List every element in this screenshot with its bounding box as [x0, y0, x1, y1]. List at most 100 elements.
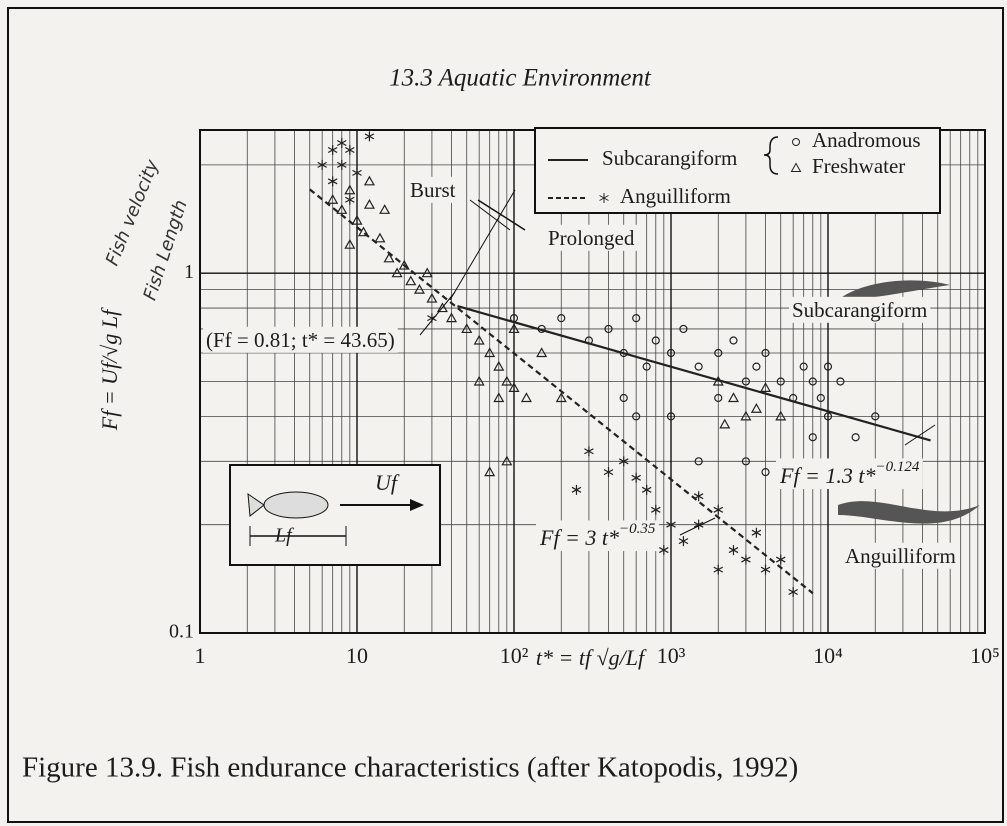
freshwater-point [555, 392, 567, 403]
inset-length-label: Lf [274, 525, 294, 547]
anadromous-point [808, 377, 817, 386]
legend-brace [763, 136, 779, 175]
fish-tail [247, 492, 265, 517]
anguilliform-formula-base: Ff = 3 t* [539, 525, 619, 550]
anguilliform-point [584, 446, 594, 457]
leader-line [477, 199, 526, 231]
arrow-head [410, 499, 424, 511]
leader-line [469, 199, 511, 231]
legend-label: Anguilliform [620, 184, 731, 208]
anguilliform-point [327, 176, 338, 187]
burst-label: Burst [410, 178, 456, 202]
freshwater-point [508, 323, 520, 334]
anguilliform-formula-exponent: −0.35 [619, 521, 656, 537]
anadromous-point [694, 457, 703, 466]
anguilliform-formula-bg [536, 520, 659, 552]
leader-line [679, 517, 716, 536]
anguilliform-point [713, 564, 724, 575]
leader-line [904, 424, 936, 446]
freshwater-point [536, 347, 548, 358]
legend-label: Freshwater [812, 154, 905, 178]
anadromous-point [823, 362, 833, 371]
freshwater-point [436, 302, 448, 313]
freshwater-point [421, 267, 433, 278]
x-tick-label: 1 [195, 643, 206, 668]
freshwater-point [727, 392, 740, 403]
anadromous-point [741, 377, 751, 386]
freshwater-point [383, 252, 395, 263]
freshwater-point [379, 204, 391, 214]
inset-box [229, 464, 441, 566]
anguilliform-point [760, 564, 771, 575]
anadromous-point [816, 393, 825, 403]
subcarangiform-label-bg [789, 296, 931, 323]
inset-velocity-label: Uf [375, 470, 400, 495]
freshwater-point [775, 410, 787, 421]
anguilliform-point [693, 519, 704, 530]
anadromous-point [619, 393, 628, 403]
anadromous-point [679, 324, 688, 334]
freshwater-point [473, 334, 485, 345]
anadromous-point [741, 457, 751, 466]
anguilliform-point [678, 536, 689, 547]
freshwater-point [712, 375, 724, 386]
legend-label: Anadromous [812, 128, 921, 152]
anguilliform-label-bg [842, 542, 959, 569]
anadromous-point [808, 433, 817, 442]
freshwater-point [473, 375, 485, 386]
x-tick-label: 10 [346, 643, 368, 668]
burst-label-bg [407, 176, 459, 203]
fit-line [457, 305, 931, 442]
anguilliform-point [741, 554, 751, 565]
anadromous-point [604, 324, 613, 334]
anguilliform-point [336, 138, 347, 149]
anadromous-point [666, 412, 676, 421]
freshwater-point [327, 194, 339, 204]
subcarangiform-formula: Ff = 1.3 t*−0.124 [779, 459, 920, 488]
subcarangiform-label: Subcarangiform [792, 298, 927, 322]
anadromous-point [729, 336, 738, 345]
freshwater-point [501, 455, 513, 466]
plot-marks [309, 131, 931, 598]
anadromous-point [509, 314, 519, 323]
freshwater-point [363, 175, 375, 186]
freshwater-point [344, 184, 356, 195]
page-border [7, 7, 1004, 823]
anguilliform-point [666, 519, 676, 530]
subcarangiform-formula-bg [776, 458, 923, 490]
anadromous-point [642, 362, 651, 371]
freshwater-point [493, 360, 505, 371]
anguilliform-point [751, 527, 762, 538]
anguilliform-formula: Ff = 3 t*−0.35 [539, 521, 656, 550]
freshwater-point [759, 382, 772, 392]
x-tick-label: 10⁴ [813, 643, 843, 668]
anguilliform-point [618, 456, 629, 467]
x-tick-label: 10³ [657, 643, 686, 668]
anadromous-point [666, 348, 676, 358]
page-header: 13.3 Aquatic Environment [389, 65, 652, 92]
anguilliform-point [336, 159, 347, 170]
freshwater-point [501, 375, 513, 386]
freshwater-point [484, 347, 496, 358]
anguilliform-point [603, 467, 614, 478]
legend-triangle [790, 162, 802, 172]
anguilliform-point [713, 504, 724, 515]
anadromous-point [851, 433, 860, 442]
freshwater-point [520, 392, 532, 403]
leader-line [419, 291, 456, 336]
anadromous-point [557, 314, 566, 323]
subcarangiform-formula-exponent: −0.124 [876, 459, 920, 475]
freshwater-point [413, 283, 426, 294]
anguilliform-point [345, 144, 355, 155]
freshwater-point [719, 418, 731, 429]
anguilliform-point [327, 144, 338, 155]
y-tick-label: 1 [184, 261, 194, 283]
freshwater-point [374, 232, 386, 243]
leader-line [449, 189, 516, 301]
anadromous-point [694, 362, 703, 371]
anguilliform-point [345, 194, 355, 205]
anadromous-point [799, 362, 808, 371]
anadromous-point [714, 348, 723, 358]
anadromous-point [537, 324, 546, 334]
